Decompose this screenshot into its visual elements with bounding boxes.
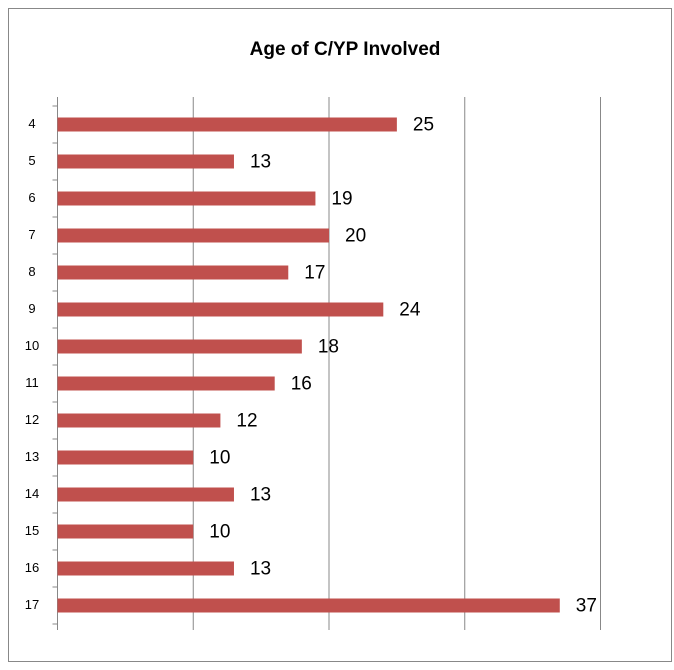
- data-label: 16: [291, 374, 312, 395]
- bar: [57, 154, 234, 169]
- bar: [57, 487, 234, 502]
- y-tick-label: 4: [28, 116, 35, 131]
- data-label: 12: [236, 411, 257, 432]
- data-label: 18: [318, 337, 339, 358]
- data-label: 19: [331, 189, 352, 210]
- bar: [57, 413, 221, 428]
- data-label: 24: [399, 300, 421, 321]
- bar: [57, 598, 560, 613]
- bar: [57, 302, 384, 317]
- data-label: 17: [304, 263, 325, 284]
- data-label: 10: [209, 448, 230, 469]
- y-tick-label: 9: [28, 301, 35, 316]
- data-label: 13: [250, 152, 271, 173]
- y-tick-label: 6: [28, 190, 35, 205]
- y-tick-label: 8: [28, 264, 35, 279]
- data-label: 25: [413, 115, 434, 136]
- bar: [57, 561, 234, 576]
- data-label: 13: [250, 559, 271, 580]
- bar: [57, 191, 316, 206]
- bar: [57, 117, 397, 132]
- bar: [57, 228, 329, 243]
- bar: [57, 339, 302, 354]
- y-tick-label: 7: [28, 227, 35, 242]
- y-tick-label: 13: [25, 449, 39, 464]
- chart-title: Age of C/YP Involved: [250, 39, 441, 60]
- data-label: 13: [250, 485, 271, 506]
- data-label: 20: [345, 226, 366, 247]
- data-label: 37: [576, 596, 597, 617]
- y-tick-label: 16: [25, 560, 39, 575]
- y-tick-label: 11: [25, 375, 39, 390]
- bar: [57, 450, 194, 465]
- y-tick-label: 5: [28, 153, 35, 168]
- y-tick-label: 12: [25, 412, 39, 427]
- bar: [57, 265, 289, 280]
- chart-border: [8, 8, 672, 662]
- data-label: 10: [209, 522, 230, 543]
- y-tick-label: 14: [25, 486, 39, 501]
- y-tick-label: 17: [25, 597, 39, 612]
- bar: [57, 376, 275, 391]
- bar: [57, 524, 194, 539]
- y-tick-label: 10: [25, 338, 39, 353]
- y-tick-label: 15: [25, 523, 39, 538]
